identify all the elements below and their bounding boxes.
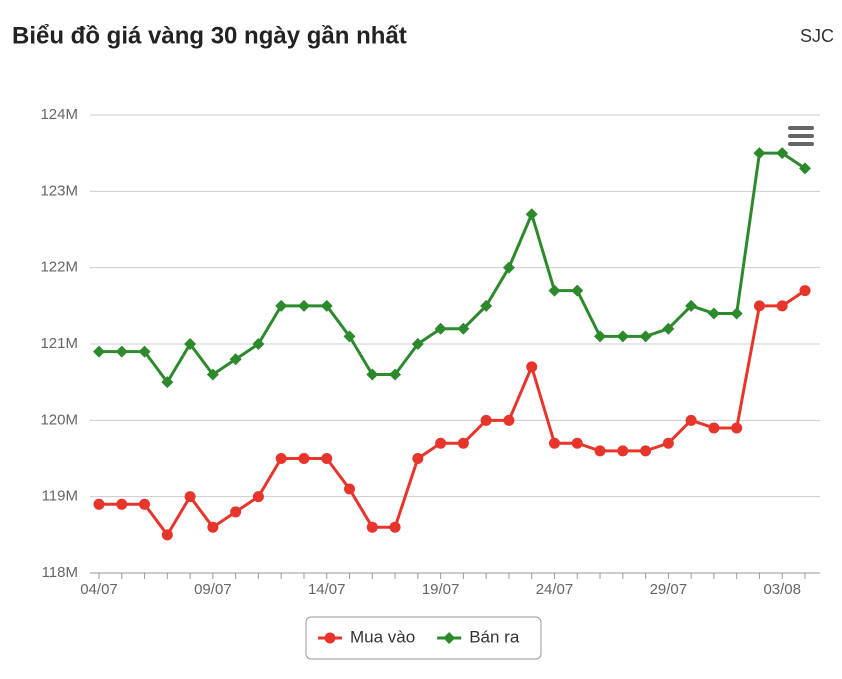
point xyxy=(753,147,766,160)
point xyxy=(548,437,560,449)
point xyxy=(161,376,174,389)
point xyxy=(776,300,788,312)
point xyxy=(639,330,652,343)
point xyxy=(443,632,456,644)
legend-label: Bán ra xyxy=(469,627,520,646)
point xyxy=(457,322,470,335)
series xyxy=(93,285,811,541)
x-tick-label: 04/07 xyxy=(80,581,118,598)
point xyxy=(389,368,402,381)
point xyxy=(320,299,333,312)
y-tick-label: 122M xyxy=(40,259,78,276)
y-tick-label: 118M xyxy=(42,564,78,581)
point xyxy=(548,284,561,297)
x-tick-label: 29/07 xyxy=(650,581,688,598)
point xyxy=(640,445,652,457)
point xyxy=(344,483,356,495)
point xyxy=(252,338,265,350)
point xyxy=(206,368,219,381)
x-tick-label: 09/07 xyxy=(194,581,232,598)
point xyxy=(685,414,697,426)
point xyxy=(776,147,789,160)
point xyxy=(594,445,606,457)
point xyxy=(662,437,674,449)
point xyxy=(229,353,242,366)
point xyxy=(594,330,607,343)
point xyxy=(616,330,629,343)
point xyxy=(324,632,336,644)
y-tick-label: 123M xyxy=(40,182,78,199)
point xyxy=(685,299,698,312)
x-tick-label: 19/07 xyxy=(422,581,460,598)
point xyxy=(571,437,583,449)
point xyxy=(662,322,675,335)
point xyxy=(480,299,493,312)
point xyxy=(707,307,720,320)
point xyxy=(731,422,743,434)
point xyxy=(366,368,379,381)
x-tick-label: 14/07 xyxy=(308,581,346,598)
point xyxy=(503,414,515,426)
source: SJC xyxy=(800,26,834,46)
point xyxy=(139,498,151,510)
point xyxy=(434,322,447,335)
menu-bar xyxy=(788,142,814,146)
point xyxy=(116,498,128,510)
point xyxy=(730,307,743,320)
point xyxy=(526,361,538,373)
point xyxy=(275,299,288,312)
point xyxy=(252,491,264,503)
series xyxy=(93,147,811,389)
x-tick-label: 24/07 xyxy=(536,581,574,598)
point xyxy=(389,521,401,533)
legend-item[interactable]: Bán ra xyxy=(437,627,520,646)
point xyxy=(93,345,105,358)
point xyxy=(230,506,242,518)
point xyxy=(184,491,196,503)
y-tick-label: 121M xyxy=(40,335,78,352)
line xyxy=(99,151,806,384)
point xyxy=(753,300,765,312)
point xyxy=(115,345,128,358)
legend-label: Mua vào xyxy=(350,627,415,646)
legend-item[interactable]: Mua vào xyxy=(318,627,415,646)
point xyxy=(161,529,173,541)
point xyxy=(298,453,310,464)
point xyxy=(502,261,515,274)
menu-icon[interactable] xyxy=(788,126,814,146)
point xyxy=(480,414,492,426)
point xyxy=(799,285,811,297)
point xyxy=(617,445,629,457)
point xyxy=(366,521,378,533)
legend-box xyxy=(305,616,542,660)
chart-title: Biểu đồ giá vàng 30 ngày gần nhất xyxy=(12,22,407,49)
point xyxy=(411,338,424,350)
point xyxy=(412,453,424,464)
point xyxy=(708,422,720,434)
point xyxy=(799,162,811,175)
y-tick-label: 124M xyxy=(40,106,78,123)
y-tick-label: 119M xyxy=(42,488,78,505)
point xyxy=(207,521,219,533)
point xyxy=(571,284,584,297)
menu-bar xyxy=(788,126,814,130)
point xyxy=(275,453,287,464)
point xyxy=(93,498,105,510)
y-tick-label: 120M xyxy=(40,411,78,428)
x-tick-label: 03/08 xyxy=(763,581,801,598)
point xyxy=(435,437,447,449)
point xyxy=(457,437,469,449)
point xyxy=(321,453,333,464)
point xyxy=(343,330,356,343)
point xyxy=(525,208,538,221)
menu-bar xyxy=(788,134,814,138)
point xyxy=(138,345,151,358)
point xyxy=(297,299,310,312)
point xyxy=(184,338,197,350)
